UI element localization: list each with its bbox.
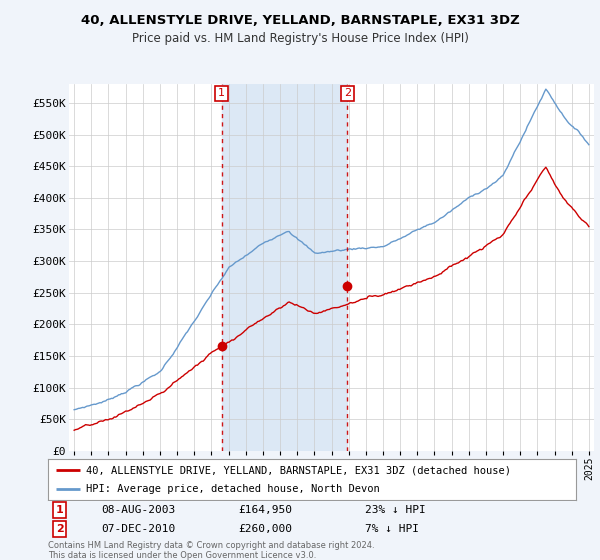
- Text: Contains HM Land Registry data © Crown copyright and database right 2024.
This d: Contains HM Land Registry data © Crown c…: [48, 541, 374, 560]
- Text: 40, ALLENSTYLE DRIVE, YELLAND, BARNSTAPLE, EX31 3DZ: 40, ALLENSTYLE DRIVE, YELLAND, BARNSTAPL…: [80, 14, 520, 27]
- Text: 1: 1: [56, 505, 64, 515]
- Text: 7% ↓ HPI: 7% ↓ HPI: [365, 524, 419, 534]
- Text: 2: 2: [344, 88, 351, 99]
- Text: Price paid vs. HM Land Registry's House Price Index (HPI): Price paid vs. HM Land Registry's House …: [131, 32, 469, 45]
- Text: HPI: Average price, detached house, North Devon: HPI: Average price, detached house, Nort…: [86, 484, 380, 493]
- Text: 07-DEC-2010: 07-DEC-2010: [101, 524, 175, 534]
- Text: £260,000: £260,000: [238, 524, 292, 534]
- Text: 08-AUG-2003: 08-AUG-2003: [101, 505, 175, 515]
- Text: 2: 2: [56, 524, 64, 534]
- Text: £164,950: £164,950: [238, 505, 292, 515]
- Text: 40, ALLENSTYLE DRIVE, YELLAND, BARNSTAPLE, EX31 3DZ (detached house): 40, ALLENSTYLE DRIVE, YELLAND, BARNSTAPL…: [86, 465, 511, 475]
- Text: 23% ↓ HPI: 23% ↓ HPI: [365, 505, 425, 515]
- Bar: [221, 84, 347, 451]
- Text: 1: 1: [218, 88, 225, 99]
